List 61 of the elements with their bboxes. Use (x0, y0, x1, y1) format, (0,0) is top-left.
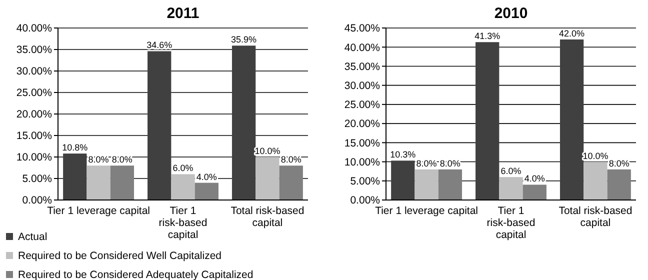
y-tick-label: 5.00% (350, 176, 380, 188)
y-tick-label: 35.00% (16, 44, 52, 56)
bar (476, 42, 500, 200)
legend-label: Required to be Considered Adequately Capitalized (18, 269, 254, 280)
data-label: 10.3% (390, 150, 416, 160)
data-label: 8.0% (88, 154, 109, 165)
y-tick-label: 40.00% (16, 22, 52, 35)
bar (148, 51, 172, 200)
data-label: 42.0% (559, 28, 585, 38)
bar (86, 166, 110, 200)
data-label: 6.0% (500, 166, 522, 176)
bar (522, 184, 546, 200)
x-tick-label: Total risk-based capital (230, 205, 304, 229)
data-label: 6.0% (172, 163, 194, 174)
bar (414, 169, 438, 200)
data-label: 35.9% (231, 34, 257, 45)
bar (110, 166, 134, 200)
legend-label: Required to be Considered Well Capitalized (18, 250, 222, 262)
data-label: 8.0% (112, 154, 132, 165)
chart-title: 2011 (166, 5, 200, 22)
data-label: 10.8% (62, 142, 88, 153)
x-tick-label: Tier 1 risk-based capital (158, 205, 208, 241)
bar (560, 39, 584, 200)
data-label: 10.0% (582, 150, 608, 161)
y-tick-label: 0.00% (350, 194, 380, 207)
bar (232, 46, 256, 200)
bar (607, 169, 631, 200)
x-tick-label: Tier 1 leverage capital (375, 205, 478, 217)
bar (438, 169, 462, 200)
bar (391, 160, 415, 200)
data-label: 8.0% (280, 154, 302, 165)
x-tick-label: Tier 1 risk-based capital (486, 205, 536, 241)
data-label: 41.3% (474, 31, 500, 42)
bar (256, 157, 280, 200)
y-tick-label: 30.00% (16, 66, 52, 78)
y-tick-label: 15.00% (344, 137, 380, 150)
y-tick-label: 30.00% (344, 80, 380, 92)
y-tick-label: 40.00% (344, 42, 380, 54)
y-tick-label: 10.00% (16, 152, 52, 164)
data-label: 34.6% (146, 40, 172, 50)
bar (499, 177, 523, 200)
y-tick-label: 0.00% (22, 194, 52, 207)
bar (171, 174, 195, 200)
y-tick-label: 15.00% (16, 130, 52, 142)
y-tick-label: 10.00% (344, 156, 380, 168)
bar (584, 162, 608, 200)
y-tick-label: 35.00% (344, 60, 380, 73)
y-tick-label: 25.00% (16, 87, 52, 100)
legend-label: Actual (18, 231, 48, 243)
y-tick-label: 20.00% (16, 108, 52, 121)
data-label: 10.0% (254, 146, 280, 156)
x-tick-label: Total risk-based capital (558, 205, 632, 229)
y-tick-label: 25.00% (344, 99, 380, 112)
y-tick-label: 20.00% (344, 118, 380, 130)
chart-title: 2010 (494, 5, 528, 22)
x-tick-label: Tier 1 leverage capital (47, 205, 150, 217)
bar (63, 154, 87, 200)
bar (194, 182, 218, 200)
y-tick-label: 45.00% (344, 22, 380, 35)
bar (279, 166, 303, 200)
y-tick-label: 5.00% (22, 173, 52, 186)
